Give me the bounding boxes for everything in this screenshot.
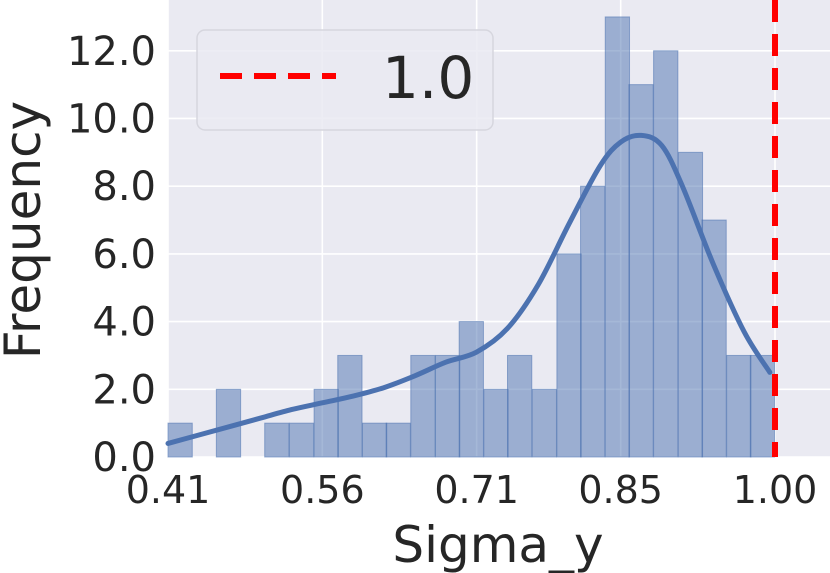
y-axis-label: Frequency (0, 101, 52, 359)
histogram-bar-21 (677, 151, 704, 458)
histogram-bar-19 (628, 84, 654, 458)
histogram-bar-14 (507, 354, 533, 458)
legend-label: 1.0 (382, 44, 474, 112)
histogram-bar-7 (337, 354, 363, 458)
histogram-bar-5 (288, 422, 315, 458)
x-axis-label: Sigma_y (392, 516, 603, 573)
x-tick-label-0: 0.41 (126, 468, 211, 512)
kde-curve (165, 132, 773, 446)
x-axis-ticks: 0.41 0.56 0.71 0.85 1.00 (126, 468, 818, 512)
y-tick-label-3: 6.0 (92, 232, 156, 278)
histogram-bar-11 (434, 354, 461, 458)
legend-box (196, 29, 494, 131)
y-tick-label-2: 4.0 (92, 300, 156, 346)
y-tick-label-1: 2.0 (92, 367, 156, 413)
x-tick-label-3: 0.85 (578, 468, 663, 512)
histogram-bar-15 (531, 388, 557, 458)
histogram-bar-17 (580, 185, 606, 458)
histogram-bar-13 (483, 388, 509, 458)
y-axis-ticks: 0.0 2.0 4.0 6.0 8.0 10.0 12.0 (67, 29, 156, 481)
x-tick-label-4: 1.00 (733, 468, 818, 512)
histogram-bar-4 (264, 422, 290, 458)
histogram-bar-8 (361, 422, 388, 458)
histogram-bar-23 (726, 354, 752, 458)
y-tick-label-5: 10.0 (67, 96, 156, 142)
x-tick-label-1: 0.56 (280, 468, 365, 512)
x-tick-label-2: 0.71 (434, 468, 519, 512)
y-tick-label-6: 12.0 (67, 29, 156, 75)
histogram-bar-9 (385, 422, 411, 458)
y-tick-label-4: 8.0 (92, 164, 156, 210)
histogram-bar-16 (556, 253, 582, 458)
y-tick-label-0: 0.0 (92, 435, 156, 481)
histogram-bar-12 (458, 321, 484, 458)
histogram-bar-20 (653, 50, 679, 458)
legend: 1.0 (196, 29, 494, 131)
histogram-bar-18 (604, 16, 631, 458)
histogram-bar-22 (701, 219, 727, 458)
